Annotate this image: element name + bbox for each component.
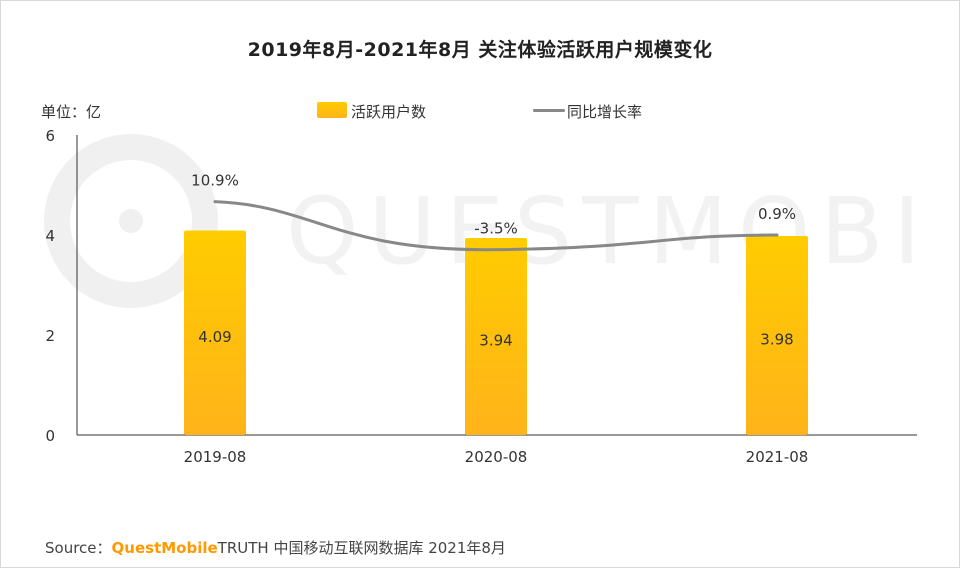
x-tick-label: 2020-08 [465, 448, 528, 466]
bar [465, 238, 527, 435]
growth-rate-label: 0.9% [758, 205, 796, 223]
y-tick-label: 4 [45, 227, 55, 245]
y-tick-label: 6 [45, 127, 55, 145]
bar-value-label: 3.94 [479, 332, 512, 350]
legend-bar-swatch [317, 102, 347, 118]
unit-label: 单位：亿 [41, 103, 102, 121]
chart-title: 2019年8月-2021年8月 关注体验活跃用户规模变化 [247, 39, 713, 61]
bar-value-label: 3.98 [760, 331, 793, 349]
x-tick-label: 2019-08 [184, 448, 247, 466]
bar [746, 236, 808, 435]
legend-line-swatch [533, 109, 565, 112]
x-tick-label: 2021-08 [746, 448, 809, 466]
bar [184, 230, 246, 435]
source-brand: QuestMobile [111, 539, 218, 557]
bar-value-label: 4.09 [198, 328, 231, 346]
y-tick-label: 2 [45, 327, 55, 345]
legend-line-label: 同比增长率 [567, 103, 643, 121]
legend-bar-label: 活跃用户数 [351, 103, 427, 121]
y-tick-label: 0 [45, 427, 55, 445]
source-prefix: Source： [45, 539, 112, 557]
source-suffix: TRUTH 中国移动互联网数据库 2021年8月 [217, 539, 506, 557]
growth-rate-label: -3.5% [474, 220, 518, 238]
source-note: Source：QuestMobileTRUTH 中国移动互联网数据库 2021年… [45, 537, 506, 558]
growth-rate-label: 10.9% [191, 172, 239, 190]
